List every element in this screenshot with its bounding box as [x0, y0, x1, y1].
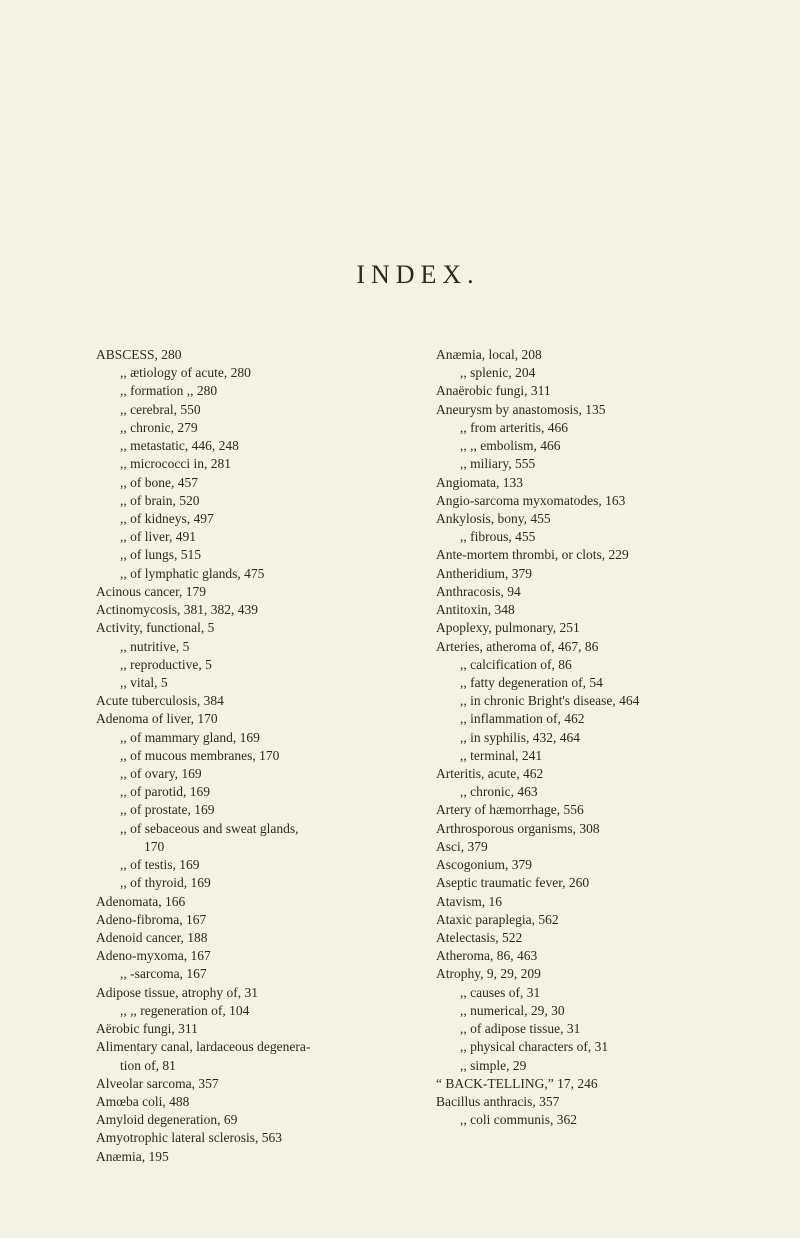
index-line: Aneurysm by anastomosis, 135: [436, 401, 740, 419]
index-line: ,, ,, embolism, 466: [436, 437, 740, 455]
index-line: ,, physical characters of, 31: [436, 1038, 740, 1056]
index-line: ,, of liver, 491: [96, 528, 400, 546]
index-line: Acinous cancer, 179: [96, 583, 400, 601]
index-line: tion of, 81: [96, 1057, 400, 1075]
index-line: ,, calcification of, 86: [436, 656, 740, 674]
index-line: Anæmia, local, 208: [436, 346, 740, 364]
index-line: Adeno-fibroma, 167: [96, 911, 400, 929]
index-line: ,, splenic, 204: [436, 364, 740, 382]
index-line: ,, from arteritis, 466: [436, 419, 740, 437]
index-line: ,, inflammation of, 462: [436, 710, 740, 728]
index-line: ABSCESS, 280: [96, 346, 400, 364]
index-line: ,, formation ,, 280: [96, 382, 400, 400]
index-line: ,, cerebral, 550: [96, 401, 400, 419]
index-line: Ascogonium, 379: [436, 856, 740, 874]
index-line: ,, ,, regeneration of, 104: [96, 1002, 400, 1020]
index-line: ,, chronic, 279: [96, 419, 400, 437]
index-line: Atelectasis, 522: [436, 929, 740, 947]
index-line: Arthrosporous organisms, 308: [436, 820, 740, 838]
index-line: Alveolar sarcoma, 357: [96, 1075, 400, 1093]
index-line: Atavism, 16: [436, 893, 740, 911]
index-line: ,, fibrous, 455: [436, 528, 740, 546]
index-line: Arteries, atheroma of, 467, 86: [436, 638, 740, 656]
index-line: ,, of kidneys, 497: [96, 510, 400, 528]
index-line: ,, of mammary gland, 169: [96, 729, 400, 747]
index-column-right: Anæmia, local, 208,, splenic, 204Anaërob…: [436, 346, 740, 1166]
index-line: Angio-sarcoma myxomatodes, 163: [436, 492, 740, 510]
index-line: Ante-mortem thrombi, or clots, 229: [436, 546, 740, 564]
index-line: Bacillus anthracis, 357: [436, 1093, 740, 1111]
index-line: ,, of lungs, 515: [96, 546, 400, 564]
index-column-left: ABSCESS, 280,, ætiology of acute, 280,, …: [96, 346, 400, 1166]
page-title: INDEX.: [96, 260, 740, 290]
index-line: Adipose tissue, atrophy of, 31: [96, 984, 400, 1002]
index-line: ,, reproductive, 5: [96, 656, 400, 674]
index-line: ,, nutritive, 5: [96, 638, 400, 656]
document-page: INDEX. ABSCESS, 280,, ætiology of acute,…: [0, 0, 800, 1238]
index-line: ,, of testis, 169: [96, 856, 400, 874]
index-line: Acute tuberculosis, 384: [96, 692, 400, 710]
index-line: Adenoid cancer, 188: [96, 929, 400, 947]
index-line: Antitoxin, 348: [436, 601, 740, 619]
index-line: Amœba coli, 488: [96, 1093, 400, 1111]
index-line: Angiomata, 133: [436, 474, 740, 492]
index-line: ,, fatty degeneration of, 54: [436, 674, 740, 692]
index-line: ,, vital, 5: [96, 674, 400, 692]
index-line: Ankylosis, bony, 455: [436, 510, 740, 528]
index-line: ,, of lymphatic glands, 475: [96, 565, 400, 583]
index-line: ,, micrococci in, 281: [96, 455, 400, 473]
index-line: Artery of hæmorrhage, 556: [436, 801, 740, 819]
index-line: ,, of thyroid, 169: [96, 874, 400, 892]
index-line: ,, simple, 29: [436, 1057, 740, 1075]
index-line: Antheridium, 379: [436, 565, 740, 583]
index-line: Aseptic traumatic fever, 260: [436, 874, 740, 892]
index-line: Atrophy, 9, 29, 209: [436, 965, 740, 983]
index-line: ,, of mucous membranes, 170: [96, 747, 400, 765]
index-line: Asci, 379: [436, 838, 740, 856]
index-line: ,, chronic, 463: [436, 783, 740, 801]
index-line: Adeno-myxoma, 167: [96, 947, 400, 965]
index-line: ,, -sarcoma, 167: [96, 965, 400, 983]
index-line: Adenoma of liver, 170: [96, 710, 400, 728]
index-line: ,, of parotid, 169: [96, 783, 400, 801]
index-line: ,, of ovary, 169: [96, 765, 400, 783]
index-line: Atheroma, 86, 463: [436, 947, 740, 965]
index-line: ,, numerical, 29, 30: [436, 1002, 740, 1020]
index-line: Anaërobic fungi, 311: [436, 382, 740, 400]
index-line: Activity, functional, 5: [96, 619, 400, 637]
index-line: ,, of prostate, 169: [96, 801, 400, 819]
index-line: “ BACK-TELLING,” 17, 246: [436, 1075, 740, 1093]
index-line: Adenomata, 166: [96, 893, 400, 911]
index-line: ,, ætiology of acute, 280: [96, 364, 400, 382]
index-line: ,, terminal, 241: [436, 747, 740, 765]
index-line: Actinomycosis, 381, 382, 439: [96, 601, 400, 619]
index-line: ,, of sebaceous and sweat glands,: [96, 820, 400, 838]
index-line: Ataxic paraplegia, 562: [436, 911, 740, 929]
index-line: ,, in syphilis, 432, 464: [436, 729, 740, 747]
index-line: ,, metastatic, 446, 248: [96, 437, 400, 455]
index-line: Aërobic fungi, 311: [96, 1020, 400, 1038]
index-line: ,, coli communis, 362: [436, 1111, 740, 1129]
index-line: 170: [96, 838, 400, 856]
index-line: Anæmia, 195: [96, 1148, 400, 1166]
index-line: Arteritis, acute, 462: [436, 765, 740, 783]
index-line: ,, miliary, 555: [436, 455, 740, 473]
index-line: ,, of bone, 457: [96, 474, 400, 492]
index-line: Alimentary canal, lardaceous degenera-: [96, 1038, 400, 1056]
index-line: Anthracosis, 94: [436, 583, 740, 601]
index-line: ,, causes of, 31: [436, 984, 740, 1002]
index-line: Apoplexy, pulmonary, 251: [436, 619, 740, 637]
index-line: Amyloid degeneration, 69: [96, 1111, 400, 1129]
index-line: ,, of adipose tissue, 31: [436, 1020, 740, 1038]
index-line: Amyotrophic lateral sclerosis, 563: [96, 1129, 400, 1147]
index-columns: ABSCESS, 280,, ætiology of acute, 280,, …: [96, 346, 740, 1166]
index-line: ,, of brain, 520: [96, 492, 400, 510]
index-line: ,, in chronic Bright's disease, 464: [436, 692, 740, 710]
